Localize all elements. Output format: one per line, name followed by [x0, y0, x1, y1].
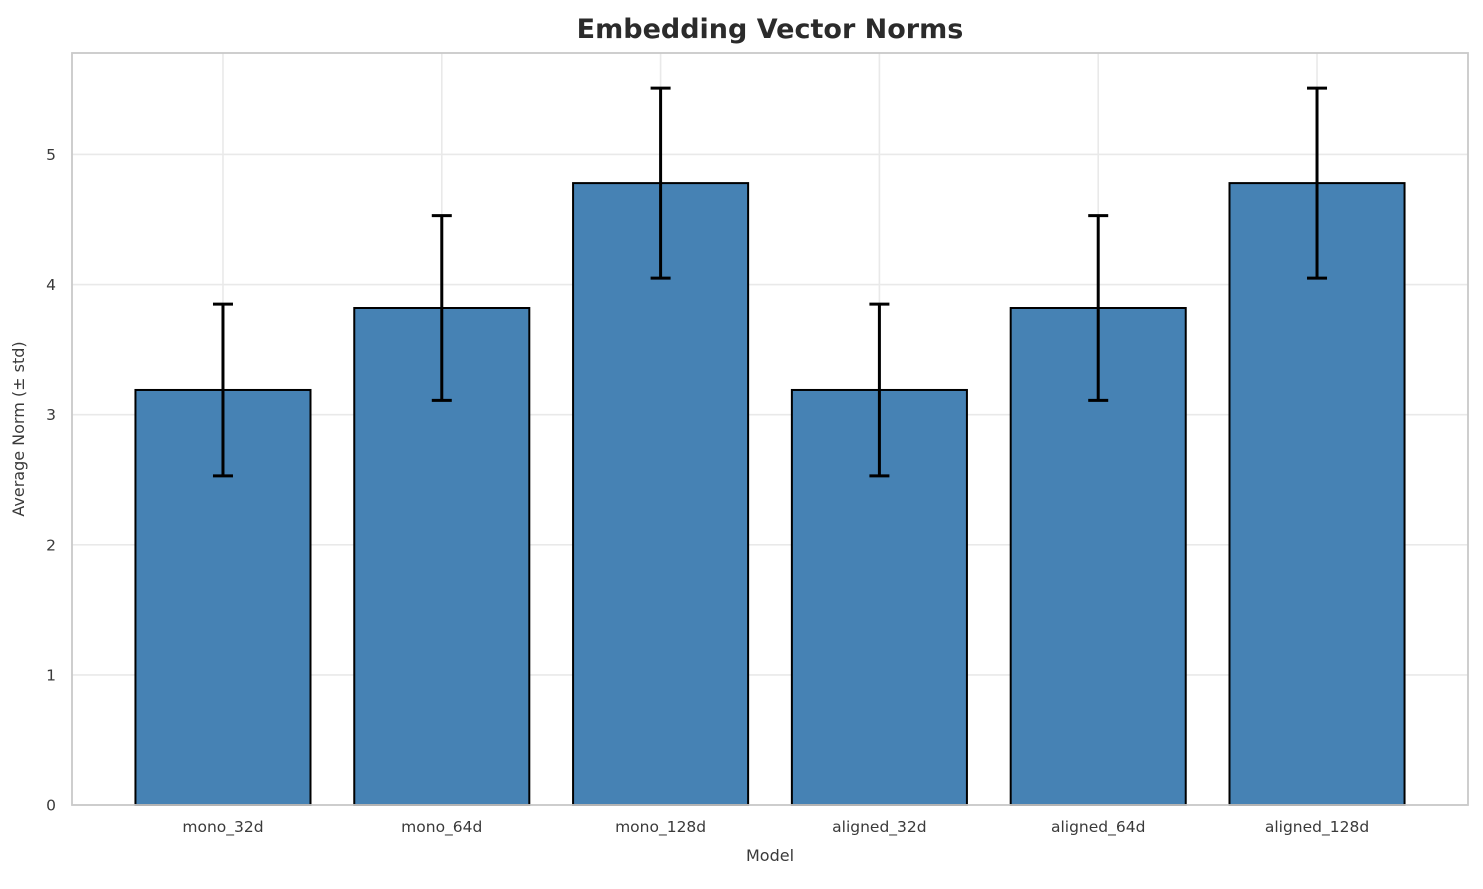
x-tick-label: mono_128d [615, 818, 706, 837]
x-tick-label: aligned_32d [832, 818, 926, 837]
bar-aligned_128d [1228, 182, 1406, 806]
y-axis-label: Average Norm (± std) [9, 341, 28, 516]
y-tick-label: 1 [46, 666, 56, 684]
bars [134, 182, 1406, 806]
plot-border [71, 52, 1469, 806]
error-bars [212, 86, 1328, 478]
chart-title: Embedding Vector Norms [577, 14, 964, 45]
y-tick-label: 5 [46, 146, 56, 164]
x-tick-label: aligned_128d [1265, 818, 1369, 837]
x-tick-label: mono_64d [401, 818, 482, 837]
y-tick-label: 0 [46, 797, 56, 815]
y-tick-label: 2 [46, 536, 56, 554]
y-tick-label: 3 [46, 406, 56, 424]
x-tick-labels: mono_32d mono_64d mono_128d aligned_32d alig… [182, 818, 1369, 837]
y-tick-label: 4 [46, 276, 56, 294]
x-tick-label: mono_32d [182, 818, 263, 837]
x-axis-label: Model [746, 846, 794, 865]
y-tick-labels: 0 1 2 3 4 5 [46, 146, 56, 815]
bar-mono_128d [572, 182, 750, 806]
x-tick-label: aligned_64d [1051, 818, 1145, 837]
